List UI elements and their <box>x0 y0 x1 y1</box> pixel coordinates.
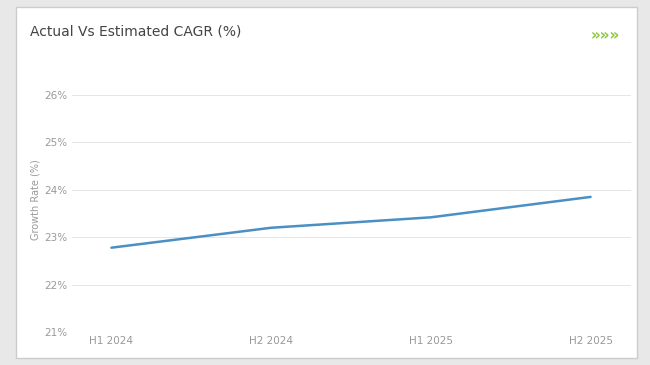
Y-axis label: Growth Rate (%): Growth Rate (%) <box>30 159 40 240</box>
Text: Actual Vs Estimated CAGR (%): Actual Vs Estimated CAGR (%) <box>30 25 241 39</box>
Text: »»»: »»» <box>590 28 619 43</box>
